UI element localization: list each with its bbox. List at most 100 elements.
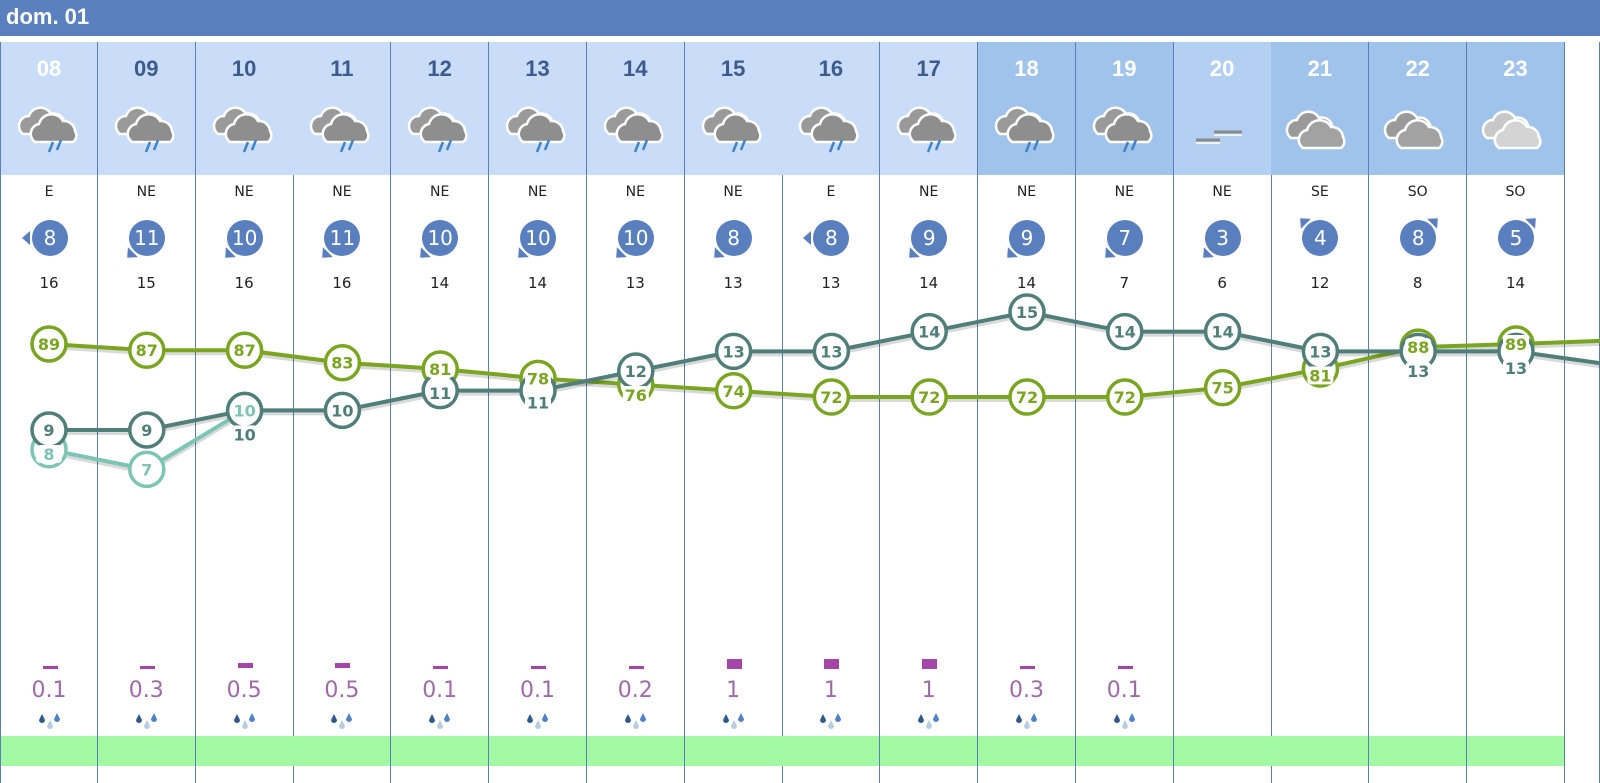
wind-arrow-icon [803,220,849,256]
hour-header: 08 [1,42,97,175]
hour-header: 17 [880,42,978,175]
hour-label: 09 [134,56,159,81]
wind-speed: 11 [324,220,361,256]
precip-bar [824,659,840,669]
precip-bar [628,666,644,669]
rain-drops-icon [36,710,64,730]
cloud-rain-icon [15,104,85,156]
cloud-icon [1383,104,1453,156]
wind-gust: 7 [1119,274,1130,292]
precip-amount: 0.3 [1009,678,1044,703]
status-band [1369,736,1467,766]
wind-speed-badge: 3 [1197,220,1241,263]
hour-label: 17 [916,56,941,81]
precip-amount: 1 [921,678,936,703]
hour-column: 11 NE 11 16 0.5 [293,42,392,783]
wind-direction: SE [1311,184,1329,200]
hour-column: 14 NE 10 13 0.2 [586,42,685,783]
hour-label: 08 [36,56,62,81]
wind-speed-badge: 9 [1002,220,1045,263]
wind-direction: SO [1505,184,1526,200]
fog-icon [1188,104,1258,156]
hour-header: 10 [195,42,293,175]
hour-header: 19 [1075,42,1173,175]
wind-direction: NE [625,184,645,200]
precip-amount: 0.5 [324,678,360,703]
wind-speed: 8 [32,220,68,256]
wind-speed: 10 [226,220,263,256]
wind-speed: 10 [520,220,556,256]
status-band [978,736,1075,766]
cloud-rain-icon [894,104,964,156]
precip-bar [335,663,351,668]
wind-direction: NE [1114,184,1134,200]
wind-speed: 10 [422,220,459,256]
hour-label: 18 [1014,56,1039,81]
precip-amount: 0.5 [226,678,262,703]
wind-speed-badge: 8 [708,220,752,263]
hour-column: 21 SE 4 12 [1271,42,1370,783]
precip-amount: 0.1 [31,678,67,703]
cloud-rain-icon [210,104,280,156]
precip-bar [139,666,155,669]
wind-direction: NE [332,184,352,200]
wind-direction: NE [430,184,450,200]
hour-column: 19 NE 7 7 0.1 [1075,42,1174,783]
wind-arrow-triangle [22,231,30,245]
wind-speed-badge: 5 [1498,213,1541,256]
precip-amount: 0.1 [1106,678,1142,703]
hour-column: 12 NE 10 14 0.1 [391,42,490,783]
wind-gust: 13 [821,274,841,292]
precip-bar [726,659,742,669]
wind-gust: 16 [234,274,254,292]
cloud-rain-icon [405,104,475,156]
wind-speed: 7 [1106,220,1143,256]
wind-gust: 14 [527,274,548,292]
status-band [1271,736,1369,766]
wind-gust: 12 [1310,274,1330,292]
precip-bar [433,666,449,669]
wind-speed: 8 [715,220,752,256]
hour-header: 15 [684,42,782,175]
wind-speed-badge: 8 [22,220,68,256]
status-band [1467,736,1564,766]
hour-label: 20 [1209,56,1235,81]
wind-speed: 5 [1498,220,1534,256]
rain-drops-icon [817,710,845,730]
wind-arrow-triangle [803,231,812,245]
wind-direction: NE [919,184,939,200]
hour-header: 14 [586,42,684,175]
cloud-icon [1285,104,1355,156]
rain-drops-icon [133,710,161,730]
precip-amount: 0.1 [520,678,555,703]
hour-label: 15 [720,56,746,81]
hour-column: 08 E 8 16 0.1 [0,42,98,783]
hour-header: 21 [1271,42,1369,175]
hour-header: 12 [391,42,489,175]
wind-speed-badge: 4 [1295,213,1339,256]
wind-speed-badge: 9 [904,220,948,263]
wind-gust: 14 [1505,274,1526,292]
wind-speed: 11 [128,220,165,256]
hour-label: 12 [427,56,452,81]
precip-bar [43,666,58,669]
hour-label: 10 [231,56,257,81]
precip-amount: 1 [823,678,838,703]
wind-direction: SO [1407,184,1428,200]
cloud-rain-icon [796,104,866,156]
hour-column: 15 NE 8 13 1 [684,42,783,783]
rain-drops-icon [231,710,259,730]
wind-gust: 15 [136,274,156,292]
hour-column: 23 SO 5 14 [1467,42,1565,783]
day-header: dom. 01 [0,0,1600,36]
wind-speed: 9 [911,220,948,256]
status-band [880,736,978,766]
rain-drops-icon [524,710,552,730]
hour-header: 23 [1467,42,1564,175]
wind-direction: NE [723,184,743,200]
rain-drops-icon [720,710,748,730]
wind-speed: 8 [1400,220,1437,256]
hour-label: 19 [1112,56,1137,81]
wind-gust: 16 [39,274,59,292]
hour-column: 20 NE 3 6 [1173,42,1272,783]
